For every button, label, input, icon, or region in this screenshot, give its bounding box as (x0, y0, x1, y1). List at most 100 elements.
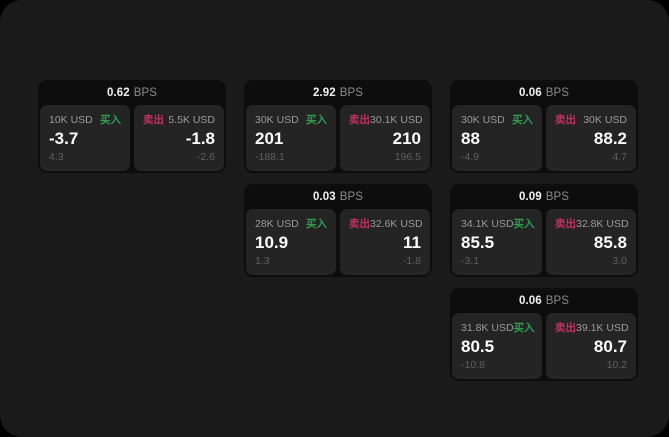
panel-top-row: 卖出 39.1K USD (555, 321, 629, 335)
delta-buy: -4.9 (461, 151, 480, 163)
size-label-sell: 30K USD (583, 113, 627, 126)
quote-column-2: 2.92 BPS 30K USD 买入 201 -188.1 卖出 30.1K USD 210 1… (244, 80, 432, 277)
buy-tag: 买入 (306, 114, 327, 126)
sell-tag: 卖出 (555, 322, 576, 334)
panel-top-row: 卖出 30K USD (555, 113, 627, 127)
bps-value: 2.92 (312, 86, 336, 99)
panel-pair: 34.1K USD 买入 85.5 -3.1 卖出 32.8K USD 85.8 3.0 (450, 209, 638, 277)
card-header: 2.92 BPS (244, 80, 432, 105)
size-label-sell: 5.5K USD (168, 113, 215, 126)
bps-unit-label: BPS (339, 86, 364, 99)
bps-value: 0.06 (518, 294, 542, 307)
sell-tag: 卖出 (349, 218, 370, 230)
panel-pair: 28K USD 买入 10.9 1.3 卖出 32.6K USD 11 -1.8 (244, 209, 432, 277)
size-label-buy: 34.1K USD (461, 217, 514, 230)
size-label-buy: 10K USD (49, 113, 93, 126)
quote-card[interactable]: 0.62 BPS 10K USD 买入 -3.7 4.3 卖出 5.5K USD -1.8 -2.… (38, 80, 226, 173)
quote-panel-sell[interactable]: 卖出 30K USD 88.2 4.7 (546, 105, 636, 171)
price-sell: 11 (403, 233, 421, 252)
bps-unit-label: BPS (545, 190, 570, 203)
panel-top-row: 10K USD 买入 (49, 113, 121, 127)
price-sell: 210 (392, 129, 421, 148)
panel-top-row: 卖出 30.1K USD (349, 113, 423, 127)
price-buy: 88 (461, 129, 480, 148)
size-label-sell: 30.1K USD (370, 113, 423, 126)
quote-panel-buy[interactable]: 28K USD 买入 10.9 1.3 (246, 209, 336, 275)
quote-card[interactable]: 2.92 BPS 30K USD 买入 201 -188.1 卖出 30.1K USD 210 1… (244, 80, 432, 173)
panel-pair: 30K USD 买入 201 -188.1 卖出 30.1K USD 210 196.5 (244, 105, 432, 173)
quote-panel-sell[interactable]: 卖出 39.1K USD 80.7 10.2 (546, 313, 636, 379)
card-header: 0.09 BPS (450, 184, 638, 209)
quote-card[interactable]: 0.09 BPS 34.1K USD 买入 85.5 -3.1 卖出 32.8K USD 85.… (450, 184, 638, 277)
panel-top-row: 30K USD 买入 (255, 113, 327, 127)
delta-sell: 10.2 (606, 359, 627, 371)
delta-sell: 196.5 (394, 151, 421, 163)
bps-unit-label: BPS (133, 86, 158, 99)
panel-top-row: 卖出 5.5K USD (143, 113, 215, 127)
buy-tag: 买入 (512, 114, 533, 126)
price-sell: 80.7 (593, 337, 627, 356)
panel-top-row: 28K USD 买入 (255, 217, 327, 231)
card-header: 0.62 BPS (38, 80, 226, 105)
bps-unit-label: BPS (545, 86, 570, 99)
sell-tag: 卖出 (143, 114, 164, 126)
panel-pair: 31.8K USD 买入 80.5 -10.8 卖出 39.1K USD 80.7 10.2 (450, 313, 638, 381)
panel-pair: 30K USD 买入 88 -4.9 卖出 30K USD 88.2 4.7 (450, 105, 638, 173)
quote-panel-sell[interactable]: 卖出 30.1K USD 210 196.5 (340, 105, 430, 171)
quote-card[interactable]: 0.06 BPS 31.8K USD 买入 80.5 -10.8 卖出 39.1K USD 80… (450, 288, 638, 381)
quote-panel-sell[interactable]: 卖出 5.5K USD -1.8 -2.6 (134, 105, 224, 171)
bps-value: 0.09 (518, 190, 542, 203)
quote-panel-buy[interactable]: 30K USD 买入 88 -4.9 (452, 105, 542, 171)
quote-panel-buy[interactable]: 30K USD 买入 201 -188.1 (246, 105, 336, 171)
quote-panel-sell[interactable]: 卖出 32.8K USD 85.8 3.0 (546, 209, 636, 275)
size-label-buy: 30K USD (461, 113, 505, 126)
delta-buy: -10.8 (461, 359, 485, 371)
buy-tag: 买入 (513, 322, 535, 334)
bps-value: 0.62 (106, 86, 130, 99)
quote-card[interactable]: 0.06 BPS 30K USD 买入 88 -4.9 卖出 30K USD 88.2 4.7 (450, 80, 638, 173)
price-buy: -3.7 (49, 129, 79, 148)
price-buy: 80.5 (461, 337, 495, 356)
bps-unit-label: BPS (545, 294, 570, 307)
size-label-sell: 32.8K USD (576, 217, 629, 230)
price-buy: 85.5 (461, 233, 495, 252)
size-label-sell: 39.1K USD (576, 321, 629, 334)
quote-panel-buy[interactable]: 10K USD 买入 -3.7 4.3 (40, 105, 130, 171)
buy-tag: 买入 (100, 114, 121, 126)
delta-buy: -188.1 (255, 151, 285, 163)
buy-tag: 买入 (513, 218, 535, 230)
sell-tag: 卖出 (555, 218, 576, 230)
quote-panel-sell[interactable]: 卖出 32.6K USD 11 -1.8 (340, 209, 430, 275)
price-buy: 201 (255, 129, 284, 148)
panel-top-row: 30K USD 买入 (461, 113, 533, 127)
size-label-buy: 31.8K USD (461, 321, 514, 334)
delta-sell: -2.6 (196, 151, 215, 163)
quote-card[interactable]: 0.03 BPS 28K USD 买入 10.9 1.3 卖出 32.6K USD 11 -1.8 (244, 184, 432, 277)
delta-buy: -3.1 (461, 255, 480, 267)
panel-pair: 10K USD 买入 -3.7 4.3 卖出 5.5K USD -1.8 -2.6 (38, 105, 226, 173)
quote-panel-buy[interactable]: 31.8K USD 买入 80.5 -10.8 (452, 313, 542, 379)
size-label-buy: 28K USD (255, 217, 299, 230)
panel-top-row: 卖出 32.6K USD (349, 217, 423, 231)
delta-buy: 1.3 (255, 255, 270, 267)
bps-value: 0.03 (312, 190, 336, 203)
card-header: 0.03 BPS (244, 184, 432, 209)
card-header: 0.06 BPS (450, 80, 638, 105)
size-label-buy: 30K USD (255, 113, 299, 126)
panel-top-row: 卖出 32.8K USD (555, 217, 629, 231)
size-label-sell: 32.6K USD (370, 217, 423, 230)
delta-buy: 4.3 (49, 151, 64, 163)
delta-sell: -1.8 (402, 255, 421, 267)
panel-top-row: 31.8K USD 买入 (461, 321, 535, 335)
quote-column-3: 0.06 BPS 30K USD 买入 88 -4.9 卖出 30K USD 88.2 4.7 0.… (450, 80, 638, 381)
bps-value: 0.06 (518, 86, 542, 99)
quote-panel-buy[interactable]: 34.1K USD 买入 85.5 -3.1 (452, 209, 542, 275)
panel-top-row: 34.1K USD 买入 (461, 217, 535, 231)
quote-column-1: 0.62 BPS 10K USD 买入 -3.7 4.3 卖出 5.5K USD -1.8 -2.… (38, 80, 226, 173)
sell-tag: 卖出 (555, 114, 576, 126)
sell-tag: 卖出 (349, 114, 370, 126)
quote-card-board: 0.62 BPS 10K USD 买入 -3.7 4.3 卖出 5.5K USD -1.8 -2.… (38, 80, 638, 381)
price-buy: 10.9 (255, 233, 289, 252)
price-sell: 85.8 (593, 233, 627, 252)
